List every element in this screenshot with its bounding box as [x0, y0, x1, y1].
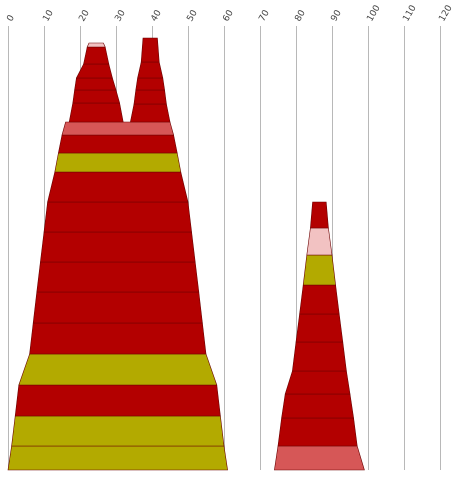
- shape-2-band-8: [302, 254, 336, 286]
- shape-2-band-9: [306, 227, 333, 256]
- shape-1-peak-2-band-2: [133, 89, 167, 105]
- shape-2-band-3: [281, 393, 354, 419]
- x-tick-label-70: 70: [257, 8, 272, 23]
- shape-1-band-13: [61, 121, 174, 136]
- shape-2-band-10: [310, 201, 329, 229]
- shape-1: [7, 37, 228, 471]
- x-tick-label-120: 120: [437, 3, 452, 23]
- shape-1-band-5: [29, 322, 207, 355]
- shape-1-peak-1-band-4: [75, 63, 113, 79]
- x-tick-label-30: 30: [113, 8, 128, 23]
- shape-1-peak-2-band-4: [137, 61, 164, 79]
- x-tick-label-110: 110: [401, 3, 418, 23]
- shape-2: [274, 201, 365, 471]
- shape-2-band-5: [292, 341, 347, 372]
- shape-1-peak-2-band-1: [130, 103, 171, 123]
- shape-1-band-10: [47, 171, 189, 203]
- shape-1-peak-2-band-3: [135, 77, 165, 91]
- shape-1-band-9: [43, 201, 192, 233]
- shape-1-band-4: [18, 353, 218, 386]
- x-tick-label-20: 20: [77, 8, 92, 23]
- shape-2-band-1: [274, 445, 365, 471]
- x-tick-labels: 0 10 20 30 40 50 60 70 80 90 100 110 120: [5, 3, 452, 23]
- shape-1-band-2: [11, 415, 225, 447]
- x-tick-label-0: 0: [5, 13, 17, 23]
- x-tick-label-10: 10: [41, 8, 56, 23]
- shape-2-band-7: [299, 284, 340, 315]
- shape-1-peak-1-band-1: [68, 102, 124, 123]
- shape-2-band-2: [277, 417, 358, 447]
- x-tick-label-80: 80: [293, 8, 308, 23]
- shape-2-band-4: [284, 370, 351, 395]
- x-tick-label-50: 50: [185, 8, 200, 23]
- shape-1-peak-1-band-2: [72, 89, 120, 104]
- shape-1-band-3: [14, 384, 221, 417]
- shape-1-peak-1: [68, 42, 124, 123]
- shape-1-band-8: [40, 231, 196, 263]
- shape-1-band-1: [7, 445, 228, 471]
- shape-1-peak-1-band-3: [74, 77, 117, 91]
- shape-1-band-6: [32, 291, 203, 324]
- x-tick-label-40: 40: [149, 8, 164, 23]
- shape-1-peak-2: [130, 37, 171, 123]
- shape-1-band-7: [36, 261, 200, 293]
- x-tick-label-90: 90: [329, 8, 344, 23]
- shape-1-peak-2-band-5: [140, 37, 160, 63]
- shape-1-peak-1-band-5: [83, 46, 110, 65]
- shape-1-band-12: [58, 134, 178, 154]
- x-tick-label-100: 100: [365, 3, 382, 23]
- plot-area: [7, 37, 365, 471]
- shape-2-band-6: [295, 313, 344, 343]
- shape-1-peak-1-band-6: [86, 42, 106, 48]
- x-tick-label-60: 60: [221, 8, 236, 23]
- shape-1-band-11: [54, 152, 182, 173]
